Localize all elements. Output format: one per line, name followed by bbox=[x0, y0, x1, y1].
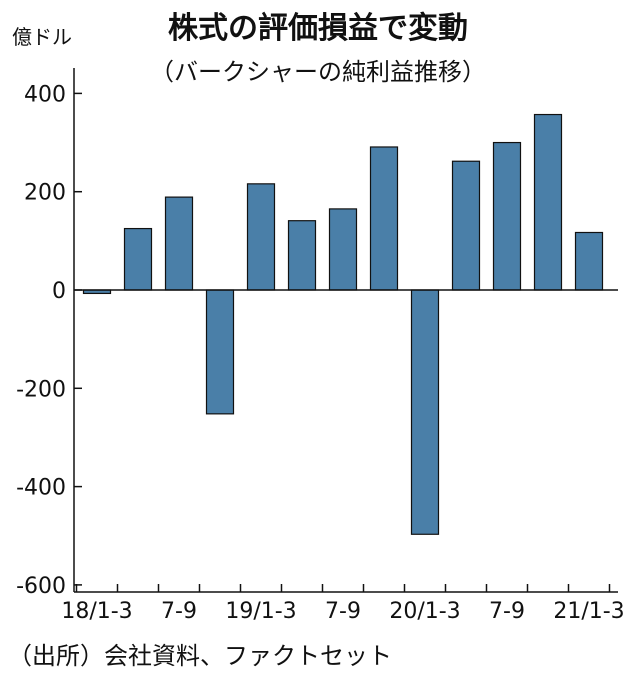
bar-19/7-9 bbox=[328, 208, 358, 291]
y-tick-label: -200 bbox=[16, 377, 66, 402]
bar-19/4-6 bbox=[287, 220, 317, 291]
bar-21/1-3 bbox=[574, 231, 604, 291]
y-tick-label: -400 bbox=[16, 476, 66, 501]
chart-title: 株式の評価損益で変動 bbox=[168, 11, 468, 46]
bar-19/10-12 bbox=[369, 146, 399, 291]
bar-20/1-3 bbox=[410, 289, 440, 535]
bar-20/7-9 bbox=[492, 141, 522, 291]
bars-group bbox=[82, 113, 604, 535]
x-tick-label: 20/1-3 bbox=[389, 599, 460, 624]
x-ticks-group: 18/1-3 7-9 19/1-3 7-9 20/1-3 7-9 21/1-3 bbox=[61, 584, 625, 624]
x-tick-label: 19/1-3 bbox=[225, 599, 296, 624]
source-note: （出所）会社資料、ファクトセット bbox=[8, 642, 392, 670]
y-tick-label: -600 bbox=[16, 574, 66, 599]
y-tick-label: 200 bbox=[24, 181, 66, 206]
y-tick-label: 0 bbox=[52, 279, 66, 304]
bar-18/7-9 bbox=[164, 196, 194, 291]
x-tick-label: 7-9 bbox=[161, 599, 197, 624]
bar-18/4-6 bbox=[123, 227, 153, 291]
x-tick-label: 18/1-3 bbox=[61, 599, 132, 624]
bar-19/1-3 bbox=[246, 183, 276, 291]
bar-18/10-12 bbox=[205, 289, 235, 415]
y-ticks-group: 400 200 0 -200 -400 -600 bbox=[16, 82, 82, 599]
bar-20/4-6 bbox=[451, 160, 481, 291]
y-axis-unit-label: 億ドル bbox=[12, 25, 72, 49]
x-tick-label: 7-9 bbox=[489, 599, 525, 624]
chart-subtitle: （バークシャーの純利益推移） bbox=[150, 58, 486, 86]
y-tick-label: 400 bbox=[24, 82, 66, 107]
bar-20/10-12 bbox=[533, 113, 563, 291]
x-tick-label: 21/1-3 bbox=[553, 599, 624, 624]
x-tick-label: 7-9 bbox=[325, 599, 361, 624]
